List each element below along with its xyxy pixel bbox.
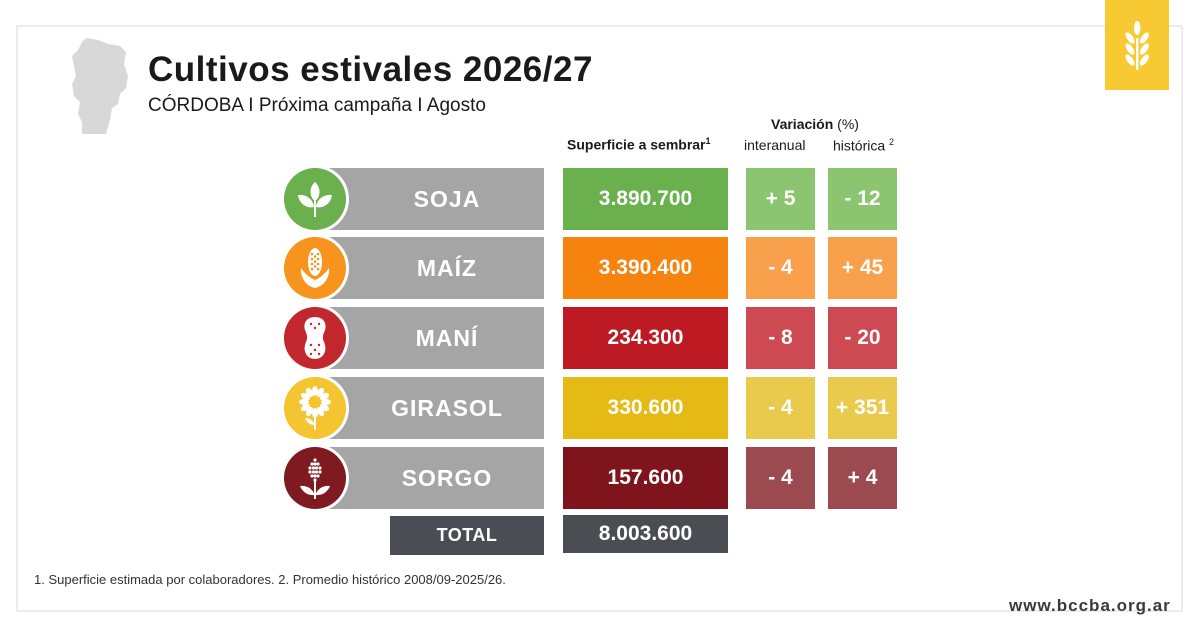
historic-value: + 4: [828, 447, 897, 509]
area-value: 3.390.400: [563, 237, 728, 299]
interannual-value: - 8: [746, 307, 815, 369]
area-value: 330.600: [563, 377, 728, 439]
interannual-header: interanual: [744, 137, 806, 153]
crop-name-bar: SORGO: [316, 447, 544, 509]
wheat-icon: [1125, 21, 1149, 70]
crop-name-bar: MANÍ: [316, 307, 544, 369]
historic-value: - 20: [828, 307, 897, 369]
card-frame: [16, 25, 1183, 612]
interannual-value: - 4: [746, 377, 815, 439]
variation-header: Variación (%): [771, 116, 859, 132]
crop-icon-ring: [281, 444, 349, 512]
crop-name: GIRASOL: [391, 394, 503, 421]
interannual-value: - 4: [746, 237, 815, 299]
corn-cob-icon: [284, 237, 346, 299]
crop-row-maiz: MAÍZ 3.390.400 - 4 + 45: [0, 234, 1200, 302]
website-link[interactable]: www.bccba.org.ar: [1009, 596, 1171, 615]
crop-row-soja: SOJA 3.890.700 + 5 - 12: [0, 165, 1200, 233]
historic-header: histórica 2: [833, 137, 895, 154]
crop-name: SORGO: [401, 464, 493, 491]
historic-value: + 45: [828, 237, 897, 299]
crop-row-mani: MANÍ 234.300 - 8 - 20: [0, 304, 1200, 372]
footnote: 1. Superficie estimada por colaboradores…: [34, 572, 506, 587]
total-value: 8.003.600: [563, 515, 728, 553]
soy-sprout-icon: [284, 168, 346, 230]
historic-value: + 351: [828, 377, 897, 439]
sorghum-icon: [284, 447, 346, 509]
cordoba-map-icon: [72, 38, 128, 134]
crop-icon-ring: [281, 165, 349, 233]
crop-name: MAÍZ: [416, 254, 478, 281]
area-value: 3.890.700: [563, 168, 728, 230]
area-column-header: Superficie a sembrar1: [567, 136, 711, 153]
interannual-value: - 4: [746, 447, 815, 509]
total-label: TOTAL: [390, 516, 544, 555]
crop-icon-ring: [281, 304, 349, 372]
interannual-value: + 5: [746, 168, 815, 230]
area-value: 234.300: [563, 307, 728, 369]
historic-value: - 12: [828, 168, 897, 230]
crop-name-bar: SOJA: [316, 168, 544, 230]
crop-name-bar: GIRASOL: [316, 377, 544, 439]
brand-logo[interactable]: [1105, 0, 1169, 90]
sunflower-icon: [284, 377, 346, 439]
area-value: 157.600: [563, 447, 728, 509]
crop-name-bar: MAÍZ: [316, 237, 544, 299]
crop-name: SOJA: [413, 185, 481, 212]
crop-row-girasol: GIRASOL: [0, 374, 1200, 442]
page-subtitle: CÓRDOBA I Próxima campaña I Agosto: [148, 95, 486, 116]
peanut-icon: [284, 307, 346, 369]
crop-row-sorgo: SORGO 157.600 - 4 + 4: [0, 444, 1200, 512]
page-title: Cultivos estivales 2026/27: [148, 50, 593, 89]
crop-icon-ring: [281, 374, 349, 442]
crop-icon-ring: [281, 234, 349, 302]
crop-name: MANÍ: [415, 324, 479, 351]
